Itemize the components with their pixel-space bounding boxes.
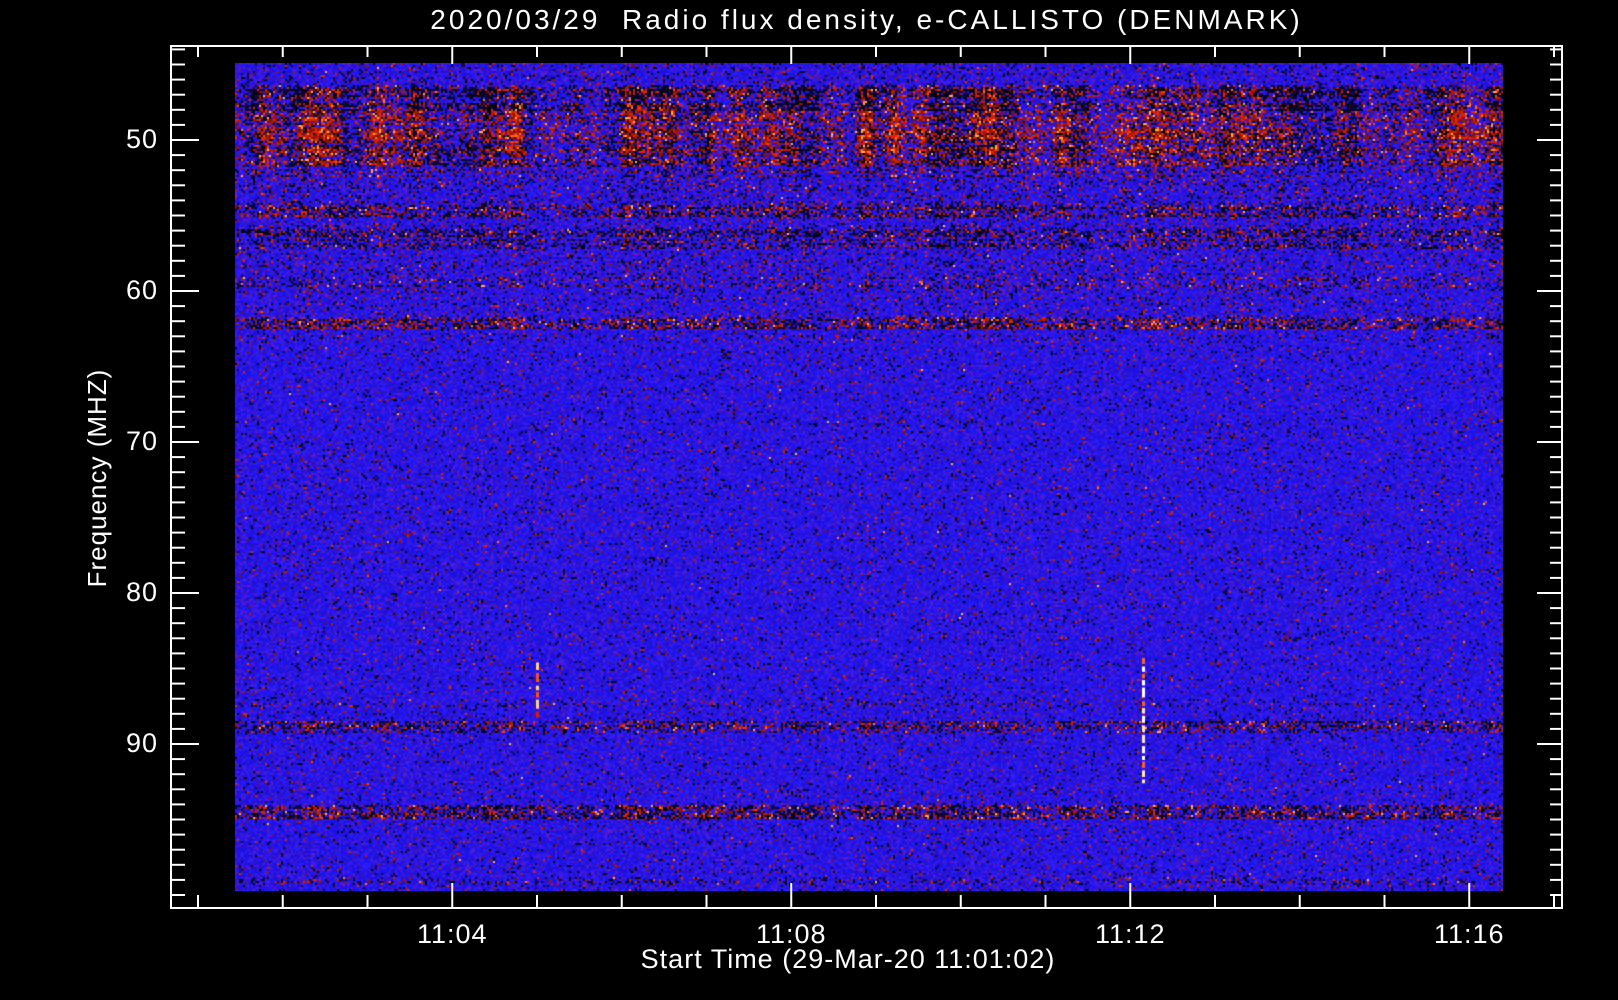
y-tick-label: 50 bbox=[125, 124, 158, 154]
y-axis-label: Frequency (MHZ) bbox=[82, 368, 112, 588]
x-tick-label: 11:08 bbox=[755, 919, 827, 949]
spectrogram-canvas bbox=[235, 63, 1503, 891]
y-tick-label: 70 bbox=[125, 426, 158, 456]
plot-frame bbox=[170, 45, 1563, 909]
y-tick-label: 90 bbox=[125, 728, 158, 758]
y-tick-label: 60 bbox=[125, 275, 158, 305]
y-tick-label: 80 bbox=[125, 577, 158, 607]
x-tick-label: 11:12 bbox=[1094, 919, 1166, 949]
x-tick-label: 11:04 bbox=[416, 919, 488, 949]
x-axis-label: Start Time (29-Mar-20 11:01:02) bbox=[640, 944, 1056, 974]
x-tick-label: 11:16 bbox=[1433, 919, 1505, 949]
chart-title: 2020/03/29 Radio flux density, e-CALLIST… bbox=[430, 4, 1303, 35]
